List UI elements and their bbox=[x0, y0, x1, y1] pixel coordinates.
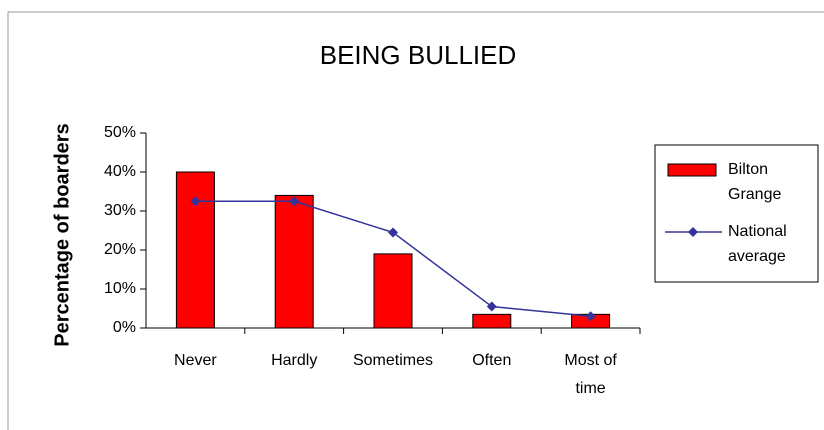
bar bbox=[472, 313, 512, 329]
chart-title: BEING BULLIED bbox=[320, 40, 517, 70]
x-tick-label: Sometimes bbox=[353, 352, 433, 369]
bar bbox=[274, 194, 314, 329]
marker bbox=[388, 227, 398, 238]
legend-label: Bilton Grange bbox=[728, 161, 781, 203]
x-tick-label: Most of time bbox=[564, 352, 617, 397]
y-axis-label: Percentage of boarders bbox=[51, 123, 73, 346]
marker bbox=[190, 196, 201, 207]
frame bbox=[7, 11, 824, 430]
y-tick-label: 10% bbox=[104, 280, 136, 297]
y-tick-label: 20% bbox=[104, 241, 136, 258]
marker bbox=[486, 301, 497, 312]
bar bbox=[175, 171, 215, 329]
y-tick-label: 50% bbox=[104, 124, 136, 141]
y-tick-label: 0% bbox=[113, 319, 136, 336]
legend-marker bbox=[688, 227, 698, 237]
marker bbox=[289, 196, 300, 207]
legend-label: National average bbox=[728, 223, 787, 265]
legend-swatch bbox=[667, 163, 717, 177]
y-tick-label: 30% bbox=[104, 202, 136, 219]
x-tick-label: Hardly bbox=[271, 352, 317, 369]
marker bbox=[585, 311, 596, 322]
x-tick-label: Never bbox=[174, 352, 217, 369]
y-tick-label: 40% bbox=[104, 163, 136, 180]
x-tick-label: Often bbox=[472, 352, 511, 369]
bar bbox=[373, 253, 413, 329]
